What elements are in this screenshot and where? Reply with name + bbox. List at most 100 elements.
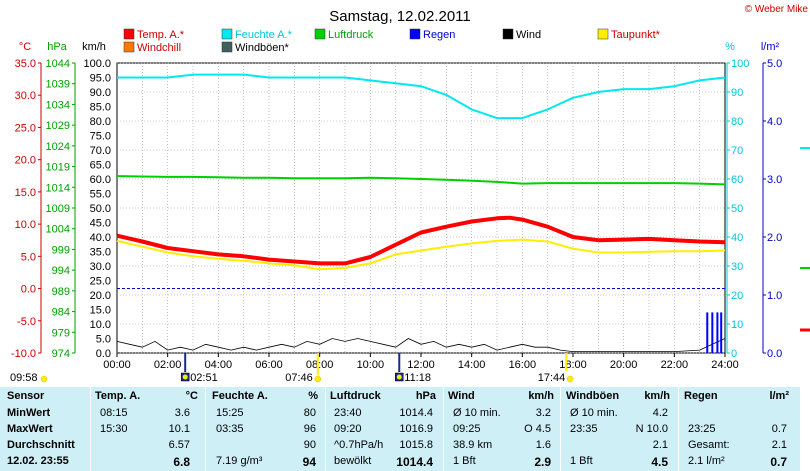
pressure-tick-label: 989 [52, 286, 70, 298]
rain-unit-label: l/m² [761, 41, 780, 53]
wind-tick-label: 70.0 [90, 145, 111, 157]
stats-cell-temp-t: 08:15 [100, 407, 128, 419]
x-tick-label: 10:00 [357, 359, 385, 371]
pressure-tick-label: 1044 [46, 58, 70, 70]
stats-row: Durchschnitt 6.57 90 ^0.7hPa/h 1015.8 38.9 km… [0, 439, 800, 455]
stats-cell-pres-t: bewölkt [334, 455, 372, 467]
stats-cell-pres-v: 1014.4 [399, 407, 433, 419]
legend-label: Regen [423, 29, 455, 41]
header-wind: Wind [448, 390, 475, 402]
wind-tick-label: 5.0 [96, 334, 111, 346]
stats-cell-wind-v: 1.6 [535, 439, 551, 451]
humidity-tick-label: 50 [731, 203, 743, 215]
stats-row: MinWert 08:15 3.6 15:25 80 23:40 1014.4 Ø 10 mi… [0, 407, 800, 423]
stats-cell-gust-v: 4.2 [652, 407, 668, 419]
temp-tick-label: 20.0 [15, 155, 36, 167]
stats-cell-temp-v: 6.8 [173, 455, 190, 469]
event-time-label: 02:51 [190, 372, 218, 384]
wind-tick-label: 45.0 [90, 218, 111, 230]
x-tick-label: 16:00 [509, 359, 537, 371]
wind-tick-label: 100.0 [83, 58, 111, 70]
humidity-tick-label: 40 [731, 232, 743, 244]
stats-cell-gust-t: 23:35 [570, 423, 598, 435]
temp-unit-label: °C [19, 41, 31, 53]
wind-tick-label: 20.0 [90, 290, 111, 302]
rain-bar [720, 312, 723, 353]
header-pressure: Luftdruck [330, 390, 381, 402]
pressure-tick-label: 1014 [46, 182, 70, 194]
wind-tick-label: 75.0 [90, 131, 111, 143]
stats-cell-wind-t: 09:25 [453, 423, 481, 435]
legend-label: Feuchte A.* [235, 29, 293, 41]
pressure-tick-label: 979 [52, 327, 70, 339]
header-sensor: Sensor [7, 390, 45, 402]
pressure-tick-label: 1029 [46, 120, 70, 132]
stats-cell-wind-v: O 4.5 [524, 423, 551, 435]
series-luftdruck-line [116, 175, 726, 186]
pressure-tick-label: 1019 [46, 162, 70, 174]
stats-cell-gust-t: 1 Bft [570, 455, 593, 467]
wind-tick-label: 95.0 [90, 73, 111, 85]
series-feuchte-a-line [117, 73, 726, 120]
header-humidity: Feuchte A. [212, 390, 268, 402]
wind-tick-label: 0.0 [96, 348, 111, 360]
stats-cell-wind-v: 3.2 [535, 407, 551, 419]
stats-cell-temp-t: 15:30 [100, 423, 128, 435]
series [116, 73, 726, 353]
rain-tick-label: 1.0 [767, 290, 782, 302]
wind-tick-label: 15.0 [90, 305, 111, 317]
wind-unit-label: km/h [82, 41, 106, 53]
humidity-unit-label: % [725, 41, 735, 53]
rain-bar [711, 312, 714, 353]
temp-tick-label: -10.0 [11, 348, 36, 360]
header-gust: Windböen [566, 390, 620, 402]
x-tick-label: 08:00 [306, 359, 334, 371]
stats-cell-temp-v: 6.57 [168, 439, 190, 451]
rain-tick-label: 3.0 [767, 174, 782, 186]
rain-bar [716, 312, 719, 353]
header-rain: Regen [684, 390, 718, 402]
header-gust-unit: km/h [644, 390, 670, 402]
temp-tick-label: 25.0 [15, 122, 36, 134]
chart-title: Samstag, 12.02.2011 [329, 8, 471, 25]
x-tick-label: 06:00 [255, 359, 283, 371]
pressure-tick-label: 984 [52, 307, 70, 319]
pressure-tick-label: 999 [52, 244, 70, 256]
series-taupunkt-line [116, 238, 726, 271]
humidity-tick-label: 10 [731, 319, 743, 331]
wind-tick-label: 60.0 [90, 174, 111, 186]
wind-tick-label: 35.0 [90, 247, 111, 259]
legend-swatch [597, 28, 609, 40]
stats-cell-hum-t: 15:25 [216, 407, 244, 419]
wind-tick-label: 55.0 [90, 189, 111, 201]
wind-tick-label: 85.0 [90, 102, 111, 114]
sunrise-icon [40, 375, 48, 383]
pressure-tick-label: 1009 [46, 203, 70, 215]
event-time-label: 07:46 [285, 372, 313, 384]
x-tick-label: 02:00 [154, 359, 182, 371]
event-time-label: 17:44 [538, 372, 566, 384]
temp-tick-label: -5.0 [17, 316, 36, 328]
stats-cell-label: MinWert [7, 407, 51, 419]
temp-tick-label: 10.0 [15, 219, 36, 231]
legend-label: Windchill [137, 42, 181, 54]
header-pressure-unit: hPa [415, 390, 436, 402]
humidity-tick-label: 20 [731, 290, 743, 302]
legend-swatch [502, 28, 514, 40]
legend-label: Windböen* [235, 42, 290, 54]
temp-tick-label: 0.0 [21, 284, 36, 296]
x-tick-label: 14:00 [458, 359, 486, 371]
legend-swatch [314, 28, 326, 40]
stats-cell-hum-v: 80 [303, 407, 316, 419]
wind-tick-label: 10.0 [90, 319, 111, 331]
legend-label: Luftdruck [328, 29, 374, 41]
stats-cell-wind-v: 2.9 [534, 455, 551, 469]
moon-icon-glyph [182, 374, 188, 380]
x-tick-label: 18:00 [559, 359, 587, 371]
wind-tick-label: 90.0 [90, 87, 111, 99]
stats-cell-rain-v: 0.7 [770, 455, 787, 469]
copyright-label: © Weber Mike [745, 4, 809, 15]
header-temp-unit: °C [185, 390, 198, 402]
stats-cell-label: Durchschnitt [7, 439, 75, 451]
legend-swatch [123, 41, 135, 53]
